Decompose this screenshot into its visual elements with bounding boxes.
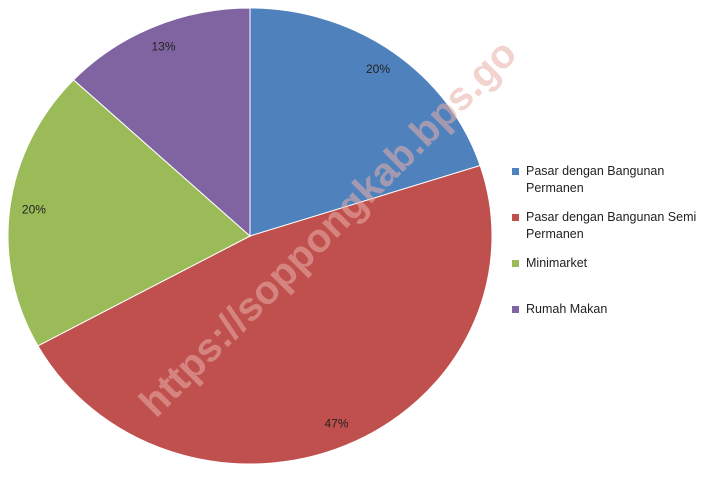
data-label: 20% [22,202,46,216]
legend-swatch [512,214,519,221]
legend-item: Pasar dengan Bangunan Semi Permanen [512,209,720,243]
pie-slice [7,79,251,347]
legend-label: Pasar dengan Bangunan Permanen [526,164,665,195]
legend-item: Minimarket [512,255,720,272]
legend-item: Rumah Makan [512,301,720,318]
data-label-unit: % [165,40,176,54]
legend-label: Pasar dengan Bangunan Semi Permanen [526,210,697,241]
legend-label: Minimarket [526,256,588,270]
legend-swatch [512,168,519,175]
data-label-value: 20 [366,62,380,76]
data-label-value: 20 [22,202,36,216]
legend-item: Pasar dengan Bangunan Permanen [512,163,720,197]
pie-slice [72,7,251,238]
data-label-value: 47 [324,416,338,430]
data-label: 47% [324,416,348,430]
pie-slice [249,7,481,237]
pie-slice [37,164,493,465]
data-label-value: 13 [151,40,165,54]
legend-swatch [512,306,519,313]
legend-swatch [512,260,519,267]
data-label-unit: % [338,416,349,430]
data-label-unit: % [35,202,46,216]
data-label: 20% [366,62,390,76]
data-label: 13% [151,40,175,54]
data-label-unit: % [379,62,390,76]
legend-label: Rumah Makan [526,302,608,316]
